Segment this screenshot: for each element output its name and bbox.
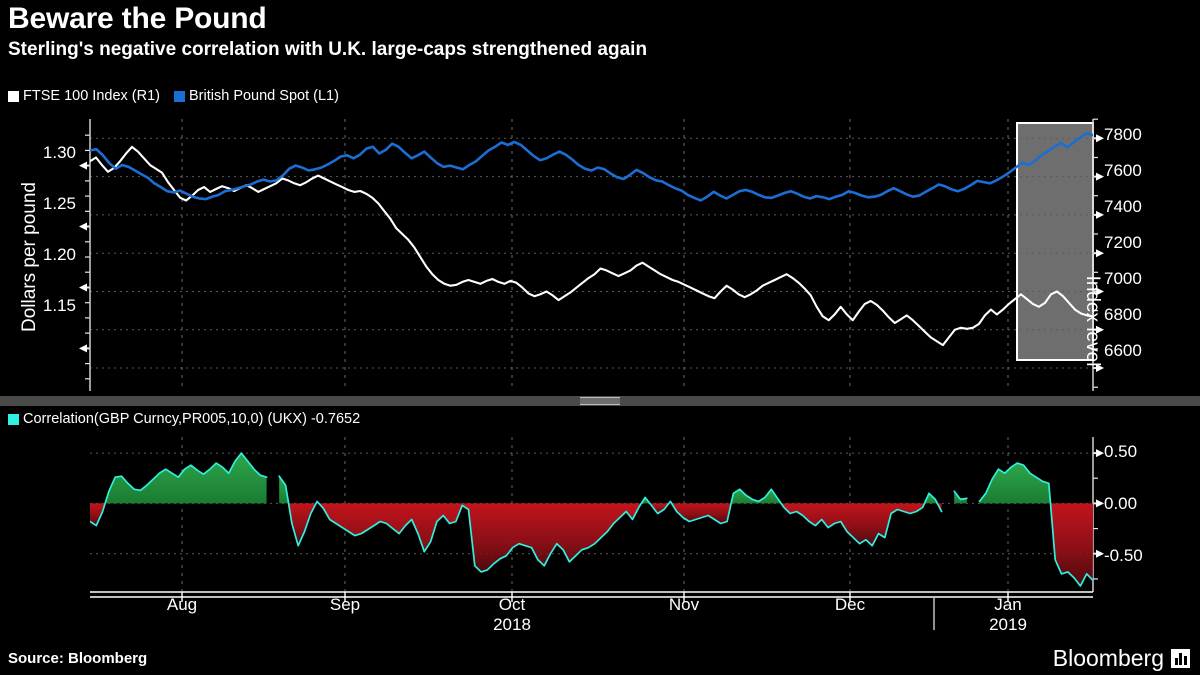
legend-item-gbp[interactable]: British Pound Spot (L1) [174,88,339,104]
bloomberg-branding: Bloomberg [1053,645,1190,672]
legend-item-ftse[interactable]: FTSE 100 Index (R1) [8,88,160,104]
y-axis-title-right: Index level [1082,275,1103,367]
y-axis-title-left: Dollars per pound [19,182,40,332]
y-tick-right-7400: 7400 [1104,197,1142,216]
x-tick-jan: Jan 2019 [963,595,1053,635]
bloomberg-logo-icon [1171,649,1190,668]
y-tick-left-130: 1.30 [42,143,76,162]
square-swatch-icon [8,413,19,425]
y-tick-right-6800: 6800 [1104,305,1142,324]
x-tick-aug: Aug [166,595,198,614]
corr-tick-050: 0.50 [1104,442,1138,461]
correlation-axis-ticks [1093,449,1104,580]
splitter-grip-handle[interactable] [580,397,620,405]
ftse-100-line [90,145,1093,347]
main-vertical-gridlines [181,119,1009,391]
y-tick-right-7000: 7000 [1104,269,1142,288]
y-tick-right-7200: 7200 [1104,233,1142,252]
legend-label-gbp: British Pound Spot (L1) [189,88,339,104]
y-tick-right-6600: 6600 [1104,341,1142,360]
main-chart-legend: FTSE 100 Index (R1) British Pound Spot (… [8,88,339,104]
chart-header: Beware the Pound Sterling's negative cor… [8,2,1188,62]
correlation-vertical-gridlines [181,437,1009,592]
panel-splitter[interactable] [0,396,1200,406]
correlation-line [978,462,1093,587]
x-tick-dec: Dec [834,595,866,614]
y-tick-left-125: 1.25 [42,194,76,213]
page-title: Beware the Pound [8,2,267,35]
x-axis-tick-marks [90,592,1093,630]
source-note: Source: Bloomberg [8,650,148,667]
corr-tick-000: 0.00 [1104,494,1138,513]
square-swatch-icon [8,90,19,102]
y-tick-left-120: 1.20 [42,245,76,264]
x-tick-year-2019: 2019 [989,615,1027,634]
legend-label-ftse: FTSE 100 Index (R1) [23,88,160,104]
british-pound-spot-line [90,132,1093,202]
square-swatch-icon [174,90,185,102]
correlation-line [953,490,968,501]
y-tick-right-7600: 7600 [1104,161,1142,180]
correlation-line [278,475,943,573]
x-axis [90,592,1093,630]
main-gridlines [90,137,1093,369]
bloomberg-wordmark: Bloomberg [1052,645,1164,671]
y-tick-left-115: 1.15 [42,296,76,315]
x-tick-sep: Sep [329,595,361,614]
page-subtitle: Sterling's negative correlation with U.K… [8,39,648,60]
corr-tick-neg050: -0.50 [1104,546,1143,565]
correlation-line [90,452,268,527]
legend-label-correlation: Correlation(GBP Curncy,PR005,10,0) (UKX)… [23,411,361,427]
correlation-legend: Correlation(GBP Curncy,PR005,10,0) (UKX)… [8,411,360,427]
x-tick-oct: Oct 2018 [467,595,557,635]
highlight-region-box [1016,122,1094,361]
x-tick-year-2018: 2018 [493,615,531,634]
y-tick-right-7800: 7800 [1104,125,1142,144]
main-price-chart [79,118,1104,391]
main-axis-ticks [79,118,1104,388]
x-tick-nov: Nov [668,595,700,614]
correlation-chart [90,437,1104,593]
correlation-area-fills [90,453,1093,586]
legend-item-correlation[interactable]: Correlation(GBP Curncy,PR005,10,0) (UKX)… [8,411,360,427]
